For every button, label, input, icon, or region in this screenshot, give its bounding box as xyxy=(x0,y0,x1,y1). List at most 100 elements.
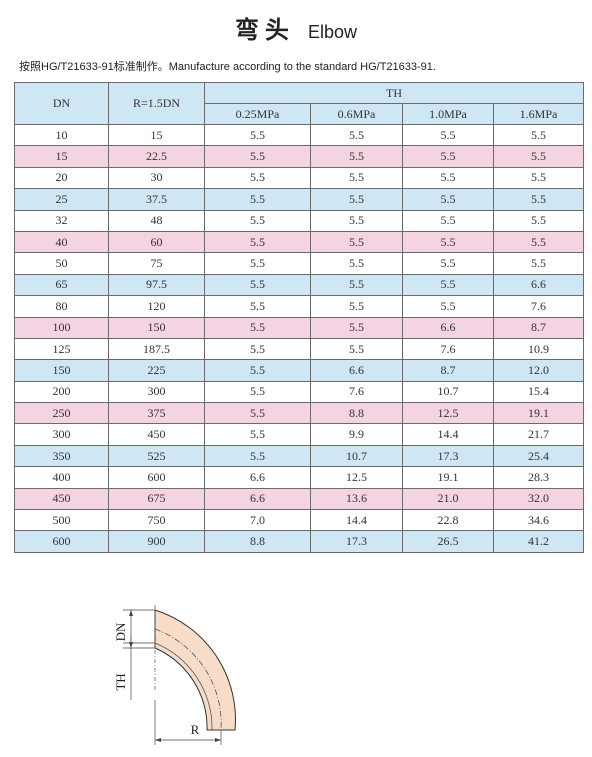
header-pressure-10: 1.0MPa xyxy=(402,103,494,125)
cell-th-025: 5.5 xyxy=(204,123,311,147)
cell-r: 225 xyxy=(108,359,205,382)
elbow-spec-table: DN R=1.5DN TH 0.25MPa 0.6MPa 1.0MPa 1.6M… xyxy=(14,82,584,553)
cell-th-10: 5.5 xyxy=(402,209,494,232)
cell-th-10: 12.5 xyxy=(402,402,494,425)
cell-th-025: 5.5 xyxy=(204,423,311,446)
cell-th-10: 14.4 xyxy=(402,423,494,446)
cell-th-10: 5.5 xyxy=(402,230,494,254)
table-row: 500 750 7.0 14.4 22.8 34.6 xyxy=(14,509,584,532)
cell-dn: 250 xyxy=(14,402,109,425)
table-row: 450 675 6.6 13.6 21.0 32.0 xyxy=(14,487,584,511)
header-r: R=1.5DN xyxy=(108,82,205,125)
cell-th-16: 6.6 xyxy=(493,273,584,297)
table-row: 300 450 5.5 9.9 14.4 21.7 xyxy=(14,423,584,446)
cell-th-10: 6.6 xyxy=(402,316,494,339)
elbow-shape xyxy=(154,609,236,731)
page-title: 弯头 Elbow xyxy=(0,10,592,45)
cell-th-10: 26.5 xyxy=(402,530,494,553)
cell-th-16: 10.9 xyxy=(493,337,584,361)
header-dn: DN xyxy=(14,82,109,125)
cell-th-06: 5.5 xyxy=(310,188,403,211)
cell-th-025: 5.5 xyxy=(204,316,311,339)
cell-r: 375 xyxy=(108,402,205,425)
cell-th-06: 10.7 xyxy=(310,444,403,468)
cell-r: 22.5 xyxy=(108,145,205,168)
cell-dn: 65 xyxy=(14,273,109,297)
header-pressure-025: 0.25MPa xyxy=(204,103,311,125)
cell-th-10: 5.5 xyxy=(402,252,494,275)
table-row: 150 225 5.5 6.6 8.7 12.0 xyxy=(14,359,584,382)
cell-th-06: 5.5 xyxy=(310,316,403,339)
cell-r: 450 xyxy=(108,423,205,446)
cell-th-025: 8.8 xyxy=(204,530,311,553)
cell-dn: 500 xyxy=(14,509,109,532)
cell-th-16: 5.5 xyxy=(493,252,584,275)
cell-r: 187.5 xyxy=(108,337,205,361)
cell-dn: 350 xyxy=(14,444,109,468)
cell-th-16: 34.6 xyxy=(493,509,584,532)
table-row: 80 120 5.5 5.5 5.5 7.6 xyxy=(14,295,584,318)
cell-dn: 25 xyxy=(14,188,109,211)
cell-dn: 40 xyxy=(14,230,109,254)
cell-th-025: 5.5 xyxy=(204,380,311,404)
cell-th-06: 5.5 xyxy=(310,273,403,297)
elbow-inner-wall xyxy=(154,642,213,731)
cell-dn: 125 xyxy=(14,337,109,361)
table-row: 25 37.5 5.5 5.5 5.5 5.5 xyxy=(14,188,584,211)
cell-th-10: 5.5 xyxy=(402,273,494,297)
table-row: 125 187.5 5.5 5.5 7.6 10.9 xyxy=(14,337,584,361)
dim-label-th: TH xyxy=(113,673,128,690)
cell-th-025: 5.5 xyxy=(204,273,311,297)
table-row: 10 15 5.5 5.5 5.5 5.5 xyxy=(14,123,584,147)
table-row: 100 150 5.5 5.5 6.6 8.7 xyxy=(14,316,584,339)
cell-th-06: 6.6 xyxy=(310,359,403,382)
cell-th-10: 5.5 xyxy=(402,145,494,168)
cell-th-06: 17.3 xyxy=(310,530,403,553)
cell-th-025: 5.5 xyxy=(204,188,311,211)
cell-r: 750 xyxy=(108,509,205,532)
header-th: TH xyxy=(204,82,584,104)
cell-r: 150 xyxy=(108,316,205,339)
cell-th-16: 28.3 xyxy=(493,466,584,489)
elbow-center-line xyxy=(154,628,222,731)
cell-th-06: 5.5 xyxy=(310,166,403,190)
cell-r: 60 xyxy=(108,230,205,254)
cell-th-025: 5.5 xyxy=(204,166,311,190)
cell-r: 675 xyxy=(108,487,205,511)
cell-r: 48 xyxy=(108,209,205,232)
standard-note: 按照HG/T21633-91标准制作。Manufacture according… xyxy=(19,61,436,73)
cell-th-06: 5.5 xyxy=(310,295,403,318)
cell-th-16: 5.5 xyxy=(493,166,584,190)
cell-th-025: 5.5 xyxy=(204,444,311,468)
cell-r: 37.5 xyxy=(108,188,205,211)
cell-dn: 32 xyxy=(14,209,109,232)
cell-dn: 300 xyxy=(14,423,109,446)
cell-th-025: 5.5 xyxy=(204,230,311,254)
cell-th-16: 5.5 xyxy=(493,123,584,147)
table-row: 65 97.5 5.5 5.5 5.5 6.6 xyxy=(14,273,584,297)
cell-dn: 20 xyxy=(14,166,109,190)
cell-th-025: 5.5 xyxy=(204,402,311,425)
cell-th-06: 5.5 xyxy=(310,123,403,147)
cell-th-10: 17.3 xyxy=(402,444,494,468)
cell-r: 120 xyxy=(108,295,205,318)
cell-r: 15 xyxy=(108,123,205,147)
dim-label-r: R xyxy=(191,722,200,737)
cell-th-025: 5.5 xyxy=(204,252,311,275)
table-row: 400 600 6.6 12.5 19.1 28.3 xyxy=(14,466,584,489)
cell-th-025: 5.5 xyxy=(204,359,311,382)
elbow-diagram: DN TH R xyxy=(113,605,236,745)
cell-r: 900 xyxy=(108,530,205,553)
cell-dn: 50 xyxy=(14,252,109,275)
table-row: 600 900 8.8 17.3 26.5 41.2 xyxy=(14,530,584,553)
cell-th-10: 19.1 xyxy=(402,466,494,489)
cell-th-025: 5.5 xyxy=(204,145,311,168)
table-row: 50 75 5.5 5.5 5.5 5.5 xyxy=(14,252,584,275)
cell-th-025: 5.5 xyxy=(204,209,311,232)
cell-dn: 450 xyxy=(14,487,109,511)
cell-th-16: 15.4 xyxy=(493,380,584,404)
cell-th-10: 8.7 xyxy=(402,359,494,382)
cell-th-025: 7.0 xyxy=(204,509,311,532)
cell-dn: 100 xyxy=(14,316,109,339)
cell-th-16: 19.1 xyxy=(493,402,584,425)
